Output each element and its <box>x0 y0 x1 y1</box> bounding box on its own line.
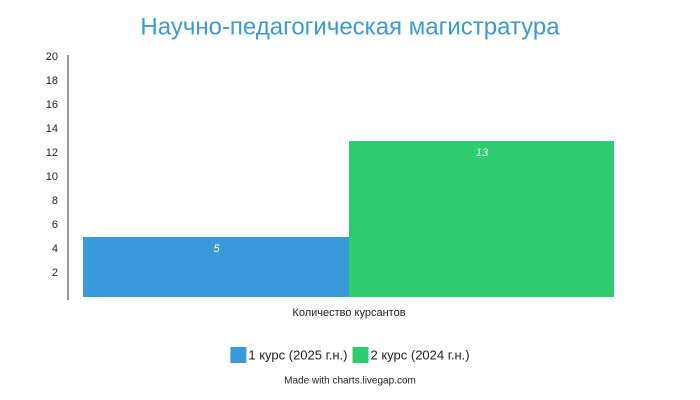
y-tick-label: 2 <box>52 267 58 279</box>
y-tick-label: 20 <box>46 51 58 63</box>
legend-label: 2 курс (2024 г.н.) <box>371 347 470 362</box>
y-tick-label: 12 <box>46 147 58 159</box>
x-tick-label: Количество курсантов <box>292 307 405 319</box>
y-tick-label: 16 <box>46 99 58 111</box>
legend-swatch <box>230 347 247 363</box>
bar <box>83 237 349 297</box>
bar <box>349 141 614 297</box>
y-tick-label: 18 <box>46 75 58 87</box>
y-tick-label: 14 <box>46 123 58 135</box>
legend-label: 1 курс (2025 г.н.) <box>248 347 347 362</box>
y-tick-label: 4 <box>52 243 58 255</box>
chart-title: Научно-педагогическая магистратура <box>140 13 560 40</box>
footer: Made with charts.livegap.com <box>284 376 416 387</box>
value-label: 13 <box>476 147 489 159</box>
y-tick-label: 10 <box>46 171 58 183</box>
y-tick-label: 8 <box>52 195 58 207</box>
y-tick-label: 6 <box>52 219 58 231</box>
legend-swatch <box>352 347 369 363</box>
value-label: 5 <box>213 243 220 255</box>
